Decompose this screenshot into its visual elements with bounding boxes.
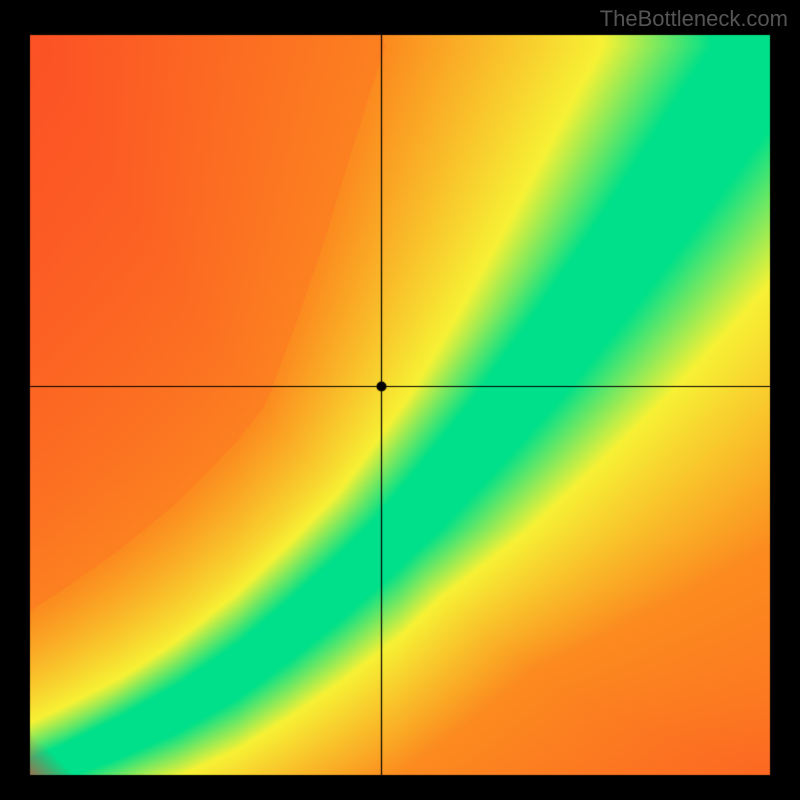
watermark-text: TheBottleneck.com <box>600 6 788 32</box>
heatmap-chart <box>0 0 800 800</box>
chart-container: TheBottleneck.com <box>0 0 800 800</box>
